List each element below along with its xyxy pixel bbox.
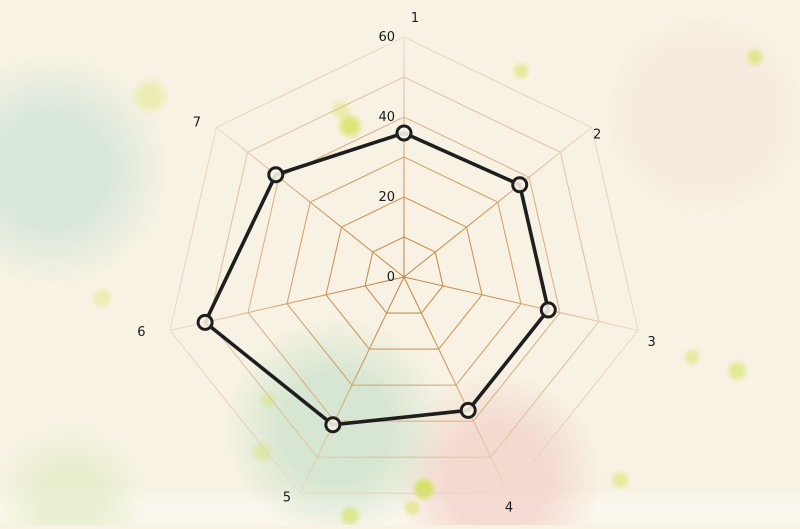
axis-label: 6 — [137, 325, 145, 340]
series-marker — [267, 166, 285, 184]
radial-tick-label: 40 — [378, 110, 395, 125]
series-marker — [459, 401, 477, 419]
grid-ring — [286, 156, 522, 386]
grid-spoke — [216, 126, 405, 278]
axis-label: 3 — [647, 335, 655, 350]
axis-label: 1 — [411, 11, 419, 26]
grid-ring — [325, 196, 483, 350]
radial-tick-label: 20 — [378, 190, 395, 205]
grid-spoke — [403, 276, 509, 494]
grid-ring — [364, 236, 444, 314]
axis-label: 2 — [593, 127, 601, 142]
series-marker — [511, 176, 529, 194]
grid-ring — [208, 76, 600, 458]
series-polygon — [203, 131, 551, 427]
grid-spoke — [299, 276, 405, 494]
grid-ring — [247, 116, 561, 422]
radar-grid — [169, 36, 639, 494]
series-marker — [539, 301, 557, 319]
axis-label: 5 — [283, 491, 291, 506]
radial-tick-label: 60 — [378, 30, 395, 45]
series-marker — [324, 416, 342, 434]
axis-label: 7 — [193, 115, 201, 130]
grid-spoke — [403, 126, 592, 278]
axis-label: 4 — [505, 501, 513, 516]
grid-spoke — [403, 276, 639, 331]
series-marker — [196, 313, 214, 331]
radial-tick-label: 0 — [387, 270, 395, 285]
grid-ring — [169, 36, 639, 494]
series-marker — [395, 124, 413, 142]
